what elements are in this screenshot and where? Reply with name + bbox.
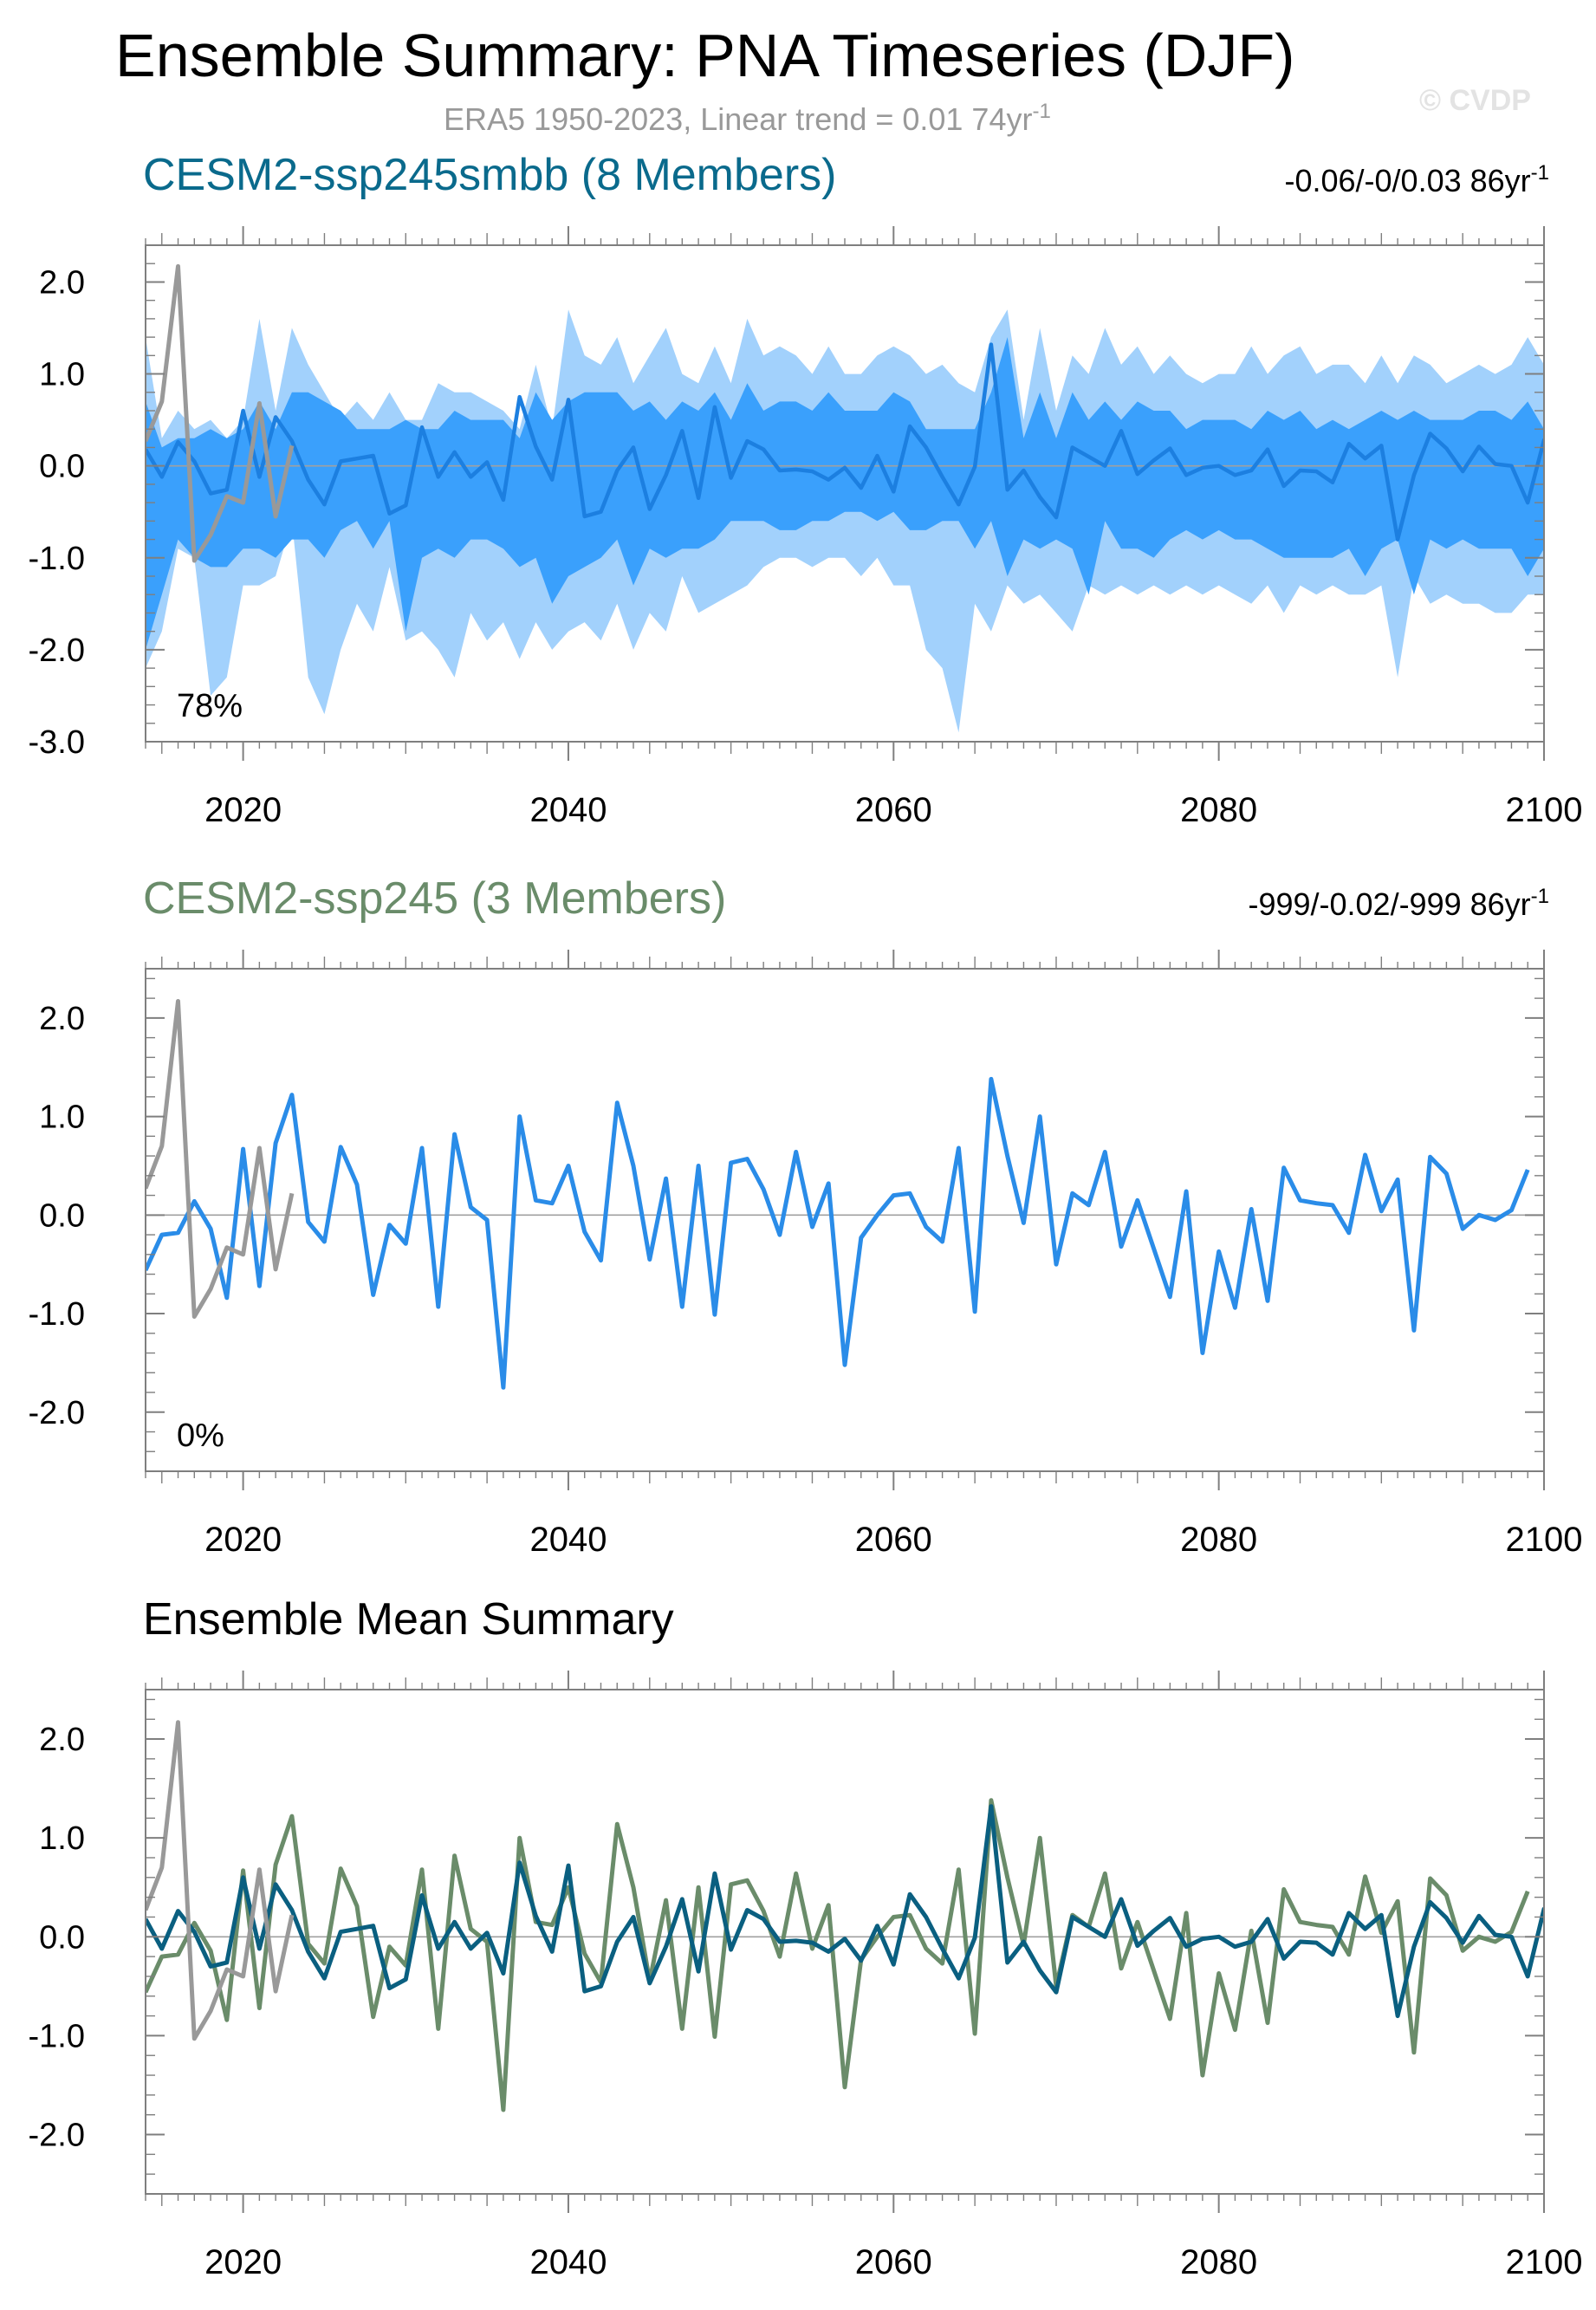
ytick-label: 2.0 <box>39 1001 85 1037</box>
xtick-label: 2080 <box>1180 2243 1257 2281</box>
obs-line <box>146 1720 295 2041</box>
percent-label: 78% <box>177 688 243 724</box>
obs-line <box>146 999 295 1319</box>
ytick-label: 0.0 <box>39 449 85 485</box>
ytick-label: 1.0 <box>39 1820 85 1857</box>
panel-title: CESM2-ssp245 (3 Members) <box>143 873 726 924</box>
panel-smbb: CESM2-ssp245smbb (8 Members) -0.06/-0/0.0… <box>29 150 1583 829</box>
y-axis: 2.0 1.0 0.0 -1.0 -2.0 -3.0 <box>29 244 1544 761</box>
x-axis: 2020 2040 2060 2080 2100 <box>145 226 1583 829</box>
xtick-label: 2020 <box>204 1521 282 1559</box>
x-axis: 2020 2040 2060 2080 2100 <box>145 1671 1583 2281</box>
spread-band-outer <box>146 309 1544 733</box>
ytick-label: -1.0 <box>29 2018 85 2054</box>
percent-label: 0% <box>177 1418 224 1454</box>
x-axis: 2020 2040 2060 2080 2100 <box>145 950 1583 1559</box>
series-line-cesm2-ssp245smbb <box>146 1804 1544 2019</box>
figure-subtitle-sup: -1 <box>1032 100 1050 123</box>
plot-area <box>146 999 1544 1390</box>
panel-title: Ensemble Mean Summary <box>143 1594 674 1645</box>
xtick-label: 2100 <box>1506 1521 1583 1559</box>
ytick-label: -2.0 <box>29 633 85 669</box>
series-line-cesm2-ssp245 <box>146 1798 1530 2112</box>
figure-title: Ensemble Summary: PNA Timeseries (DJF) <box>115 22 1294 89</box>
panel-ssp245: CESM2-ssp245 (3 Members) -999/-0.02/-999 … <box>29 873 1583 1559</box>
ytick-label: -3.0 <box>29 724 85 761</box>
panel-title: CESM2-ssp245smbb (8 Members) <box>143 150 836 200</box>
watermark: © CVDP <box>1419 84 1531 117</box>
xtick-label: 2100 <box>1506 791 1583 829</box>
figure-subtitle-text: ERA5 1950-2023, Linear trend = 0.01 74yr <box>444 101 1032 137</box>
plot-area <box>146 1720 1544 2112</box>
xtick-label: 2020 <box>204 2243 282 2281</box>
y-axis: 2.0 1.0 0.0 -1.0 -2.0 <box>29 1698 1544 2195</box>
ytick-label: 1.0 <box>39 357 85 393</box>
figure-subtitle: ERA5 1950-2023, Linear trend = 0.01 74yr… <box>444 100 1051 137</box>
xtick-label: 2080 <box>1180 791 1257 829</box>
plot-frame <box>145 968 1545 1472</box>
y-axis: 2.0 1.0 0.0 -1.0 -2.0 <box>29 977 1544 1472</box>
xtick-label: 2080 <box>1180 1521 1257 1559</box>
xtick-label: 2020 <box>204 791 282 829</box>
ytick-label: 0.0 <box>39 1197 85 1234</box>
spread-band-inner <box>146 337 1544 650</box>
trend-text: -999/-0.02/-999 86yr <box>1248 886 1530 922</box>
xtick-label: 2060 <box>855 1521 932 1559</box>
trend-sup: -1 <box>1531 161 1549 185</box>
series-line-mean <box>146 342 1544 542</box>
trend-label: -0.06/-0/0.03 86yr-1 <box>1284 161 1549 198</box>
obs-line <box>146 263 295 563</box>
ytick-label: -1.0 <box>29 541 85 577</box>
panels: CESM2-ssp245smbb (8 Members) -0.06/-0/0.0… <box>29 150 1583 2281</box>
trend-text: -0.06/-0/0.03 86yr <box>1284 163 1530 198</box>
ytick-label: 2.0 <box>39 1722 85 1758</box>
xtick-label: 2040 <box>529 1521 607 1559</box>
trend-sup: -1 <box>1531 885 1549 908</box>
ytick-label: -2.0 <box>29 1395 85 1431</box>
xtick-label: 2100 <box>1506 2243 1583 2281</box>
plot-area <box>146 263 1544 733</box>
ytick-label: -1.0 <box>29 1296 85 1333</box>
xtick-label: 2060 <box>855 791 932 829</box>
series-line-cesm2-ssp245 <box>146 1076 1530 1390</box>
panel-mean: Ensemble Mean Summary 2.0 1.0 0.0 -1.0 -2.0 20… <box>29 1594 1583 2281</box>
ytick-label: 0.0 <box>39 1919 85 1956</box>
xtick-label: 2040 <box>529 2243 607 2281</box>
xtick-label: 2040 <box>529 791 607 829</box>
ytick-label: -2.0 <box>29 2118 85 2154</box>
ytick-label: 1.0 <box>39 1100 85 1136</box>
trend-label: -999/-0.02/-999 86yr-1 <box>1248 885 1549 922</box>
ytick-label: 2.0 <box>39 264 85 301</box>
xtick-label: 2060 <box>855 2243 932 2281</box>
